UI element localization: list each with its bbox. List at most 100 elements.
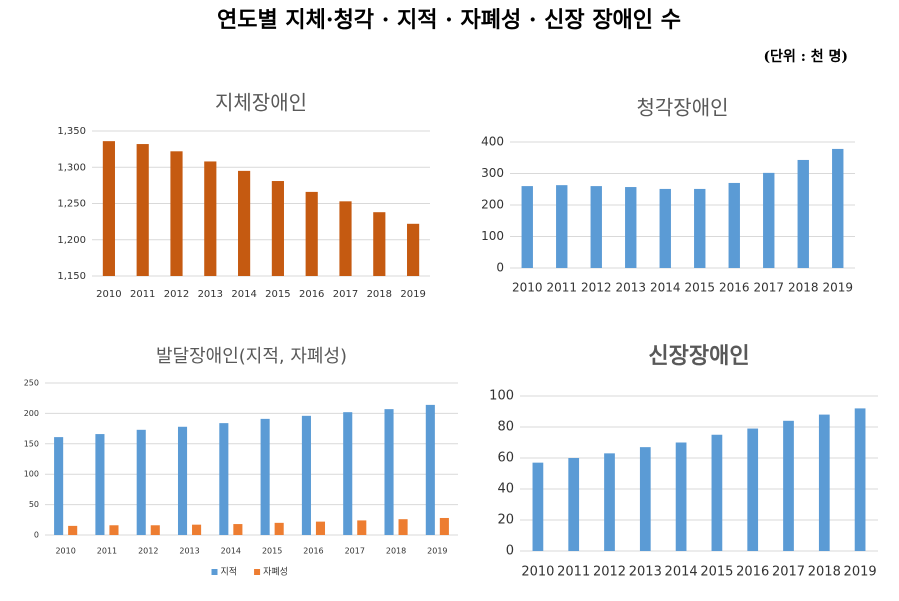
legend-label: 지적 <box>221 566 238 578</box>
bar <box>398 519 408 535</box>
y-tick-label: 200 <box>481 198 504 212</box>
bar <box>109 525 119 535</box>
bar <box>854 408 866 551</box>
bar <box>357 520 367 535</box>
y-tick-label: 150 <box>24 439 39 448</box>
x-tick-label: 2011 <box>97 547 117 556</box>
y-tick-label: 300 <box>481 166 504 180</box>
bar <box>694 188 706 268</box>
bar <box>407 223 420 276</box>
x-tick-label: 2014 <box>650 281 681 295</box>
bar <box>305 191 318 276</box>
bar <box>639 447 651 551</box>
x-tick-label: 2012 <box>593 565 626 580</box>
page-title: 연도별 지체·청각 · 지적 · 자폐성 · 신장 장애인 수 <box>217 7 681 33</box>
bar <box>233 524 243 535</box>
bar <box>68 525 78 535</box>
y-tick-label: 0 <box>34 531 39 540</box>
x-tick-label: 2016 <box>299 289 324 300</box>
chart-title: 지체장애인 <box>215 91 307 115</box>
bar <box>204 161 217 276</box>
bar <box>177 426 188 535</box>
x-tick-label: 2019 <box>844 565 877 580</box>
y-tick-label: 0 <box>496 261 504 275</box>
bar <box>343 412 353 535</box>
x-tick-label: 2013 <box>615 281 646 295</box>
x-tick-label: 2011 <box>130 289 155 300</box>
x-tick-label: 2018 <box>386 547 406 556</box>
x-tick-label: 2013 <box>198 289 223 300</box>
y-tick-label: 1,200 <box>57 235 86 246</box>
bar <box>556 185 568 268</box>
unit-label: (단위 : 천 명) <box>763 48 848 65</box>
x-tick-label: 2019 <box>400 289 425 300</box>
y-tick-label: 100 <box>481 229 504 243</box>
y-tick-label: 0 <box>506 544 514 559</box>
bar <box>532 462 544 551</box>
y-tick-label: 40 <box>497 482 514 497</box>
x-tick-label: 2016 <box>736 565 769 580</box>
bar <box>238 170 251 276</box>
bar <box>604 453 615 551</box>
y-tick-label: 80 <box>497 420 514 435</box>
bar <box>301 415 311 535</box>
x-tick-label: 2016 <box>303 547 323 556</box>
x-tick-label: 2013 <box>629 565 662 580</box>
y-tick-label: 1,350 <box>57 126 86 137</box>
y-tick-label: 400 <box>481 135 504 149</box>
x-tick-label: 2014 <box>221 547 241 556</box>
x-tick-label: 2018 <box>788 281 819 295</box>
bar <box>675 442 687 551</box>
bar <box>832 148 844 268</box>
bar <box>818 414 830 551</box>
bar <box>439 517 449 535</box>
x-tick-label: 2019 <box>822 281 853 295</box>
x-tick-label: 2016 <box>719 281 750 295</box>
legend-swatch <box>254 569 261 575</box>
x-tick-label: 2017 <box>753 281 784 295</box>
chart-title: 발달장애인(지적, 자폐성) <box>156 346 347 367</box>
bar <box>315 521 326 535</box>
bar <box>728 182 740 268</box>
bar <box>747 428 759 551</box>
x-tick-label: 2017 <box>345 547 365 556</box>
x-tick-label: 2011 <box>546 281 577 295</box>
x-tick-label: 2014 <box>665 565 698 580</box>
bar <box>384 409 394 535</box>
x-tick-label: 2018 <box>808 565 841 580</box>
y-tick-label: 1,250 <box>57 199 86 210</box>
bar <box>271 181 284 276</box>
x-tick-label: 2010 <box>55 547 75 556</box>
x-tick-label: 2010 <box>521 565 554 580</box>
bar <box>136 429 146 535</box>
bar <box>136 144 149 276</box>
x-tick-label: 2012 <box>581 281 612 295</box>
y-tick-label: 60 <box>497 451 514 466</box>
bar <box>274 522 284 535</box>
x-tick-label: 2017 <box>333 289 358 300</box>
y-tick-label: 100 <box>24 470 39 479</box>
x-tick-label: 2015 <box>265 289 290 300</box>
x-tick-label: 2015 <box>700 565 733 580</box>
y-tick-label: 1,150 <box>57 271 86 282</box>
x-tick-label: 2012 <box>138 547 158 556</box>
bar <box>150 525 160 535</box>
x-tick-label: 2013 <box>179 547 199 556</box>
y-tick-label: 200 <box>24 409 39 418</box>
bar <box>659 188 671 268</box>
bar <box>95 434 105 535</box>
chart-title: 청각장애인 <box>637 96 729 120</box>
x-tick-label: 2010 <box>96 289 121 300</box>
bar <box>102 141 115 276</box>
y-tick-label: 250 <box>24 379 39 388</box>
bar <box>339 201 352 276</box>
bar <box>170 151 183 276</box>
x-tick-label: 2019 <box>427 547 447 556</box>
x-tick-label: 2010 <box>512 281 543 295</box>
bar <box>625 187 637 268</box>
bar <box>219 423 229 535</box>
bar <box>192 524 202 535</box>
bar <box>590 186 602 268</box>
